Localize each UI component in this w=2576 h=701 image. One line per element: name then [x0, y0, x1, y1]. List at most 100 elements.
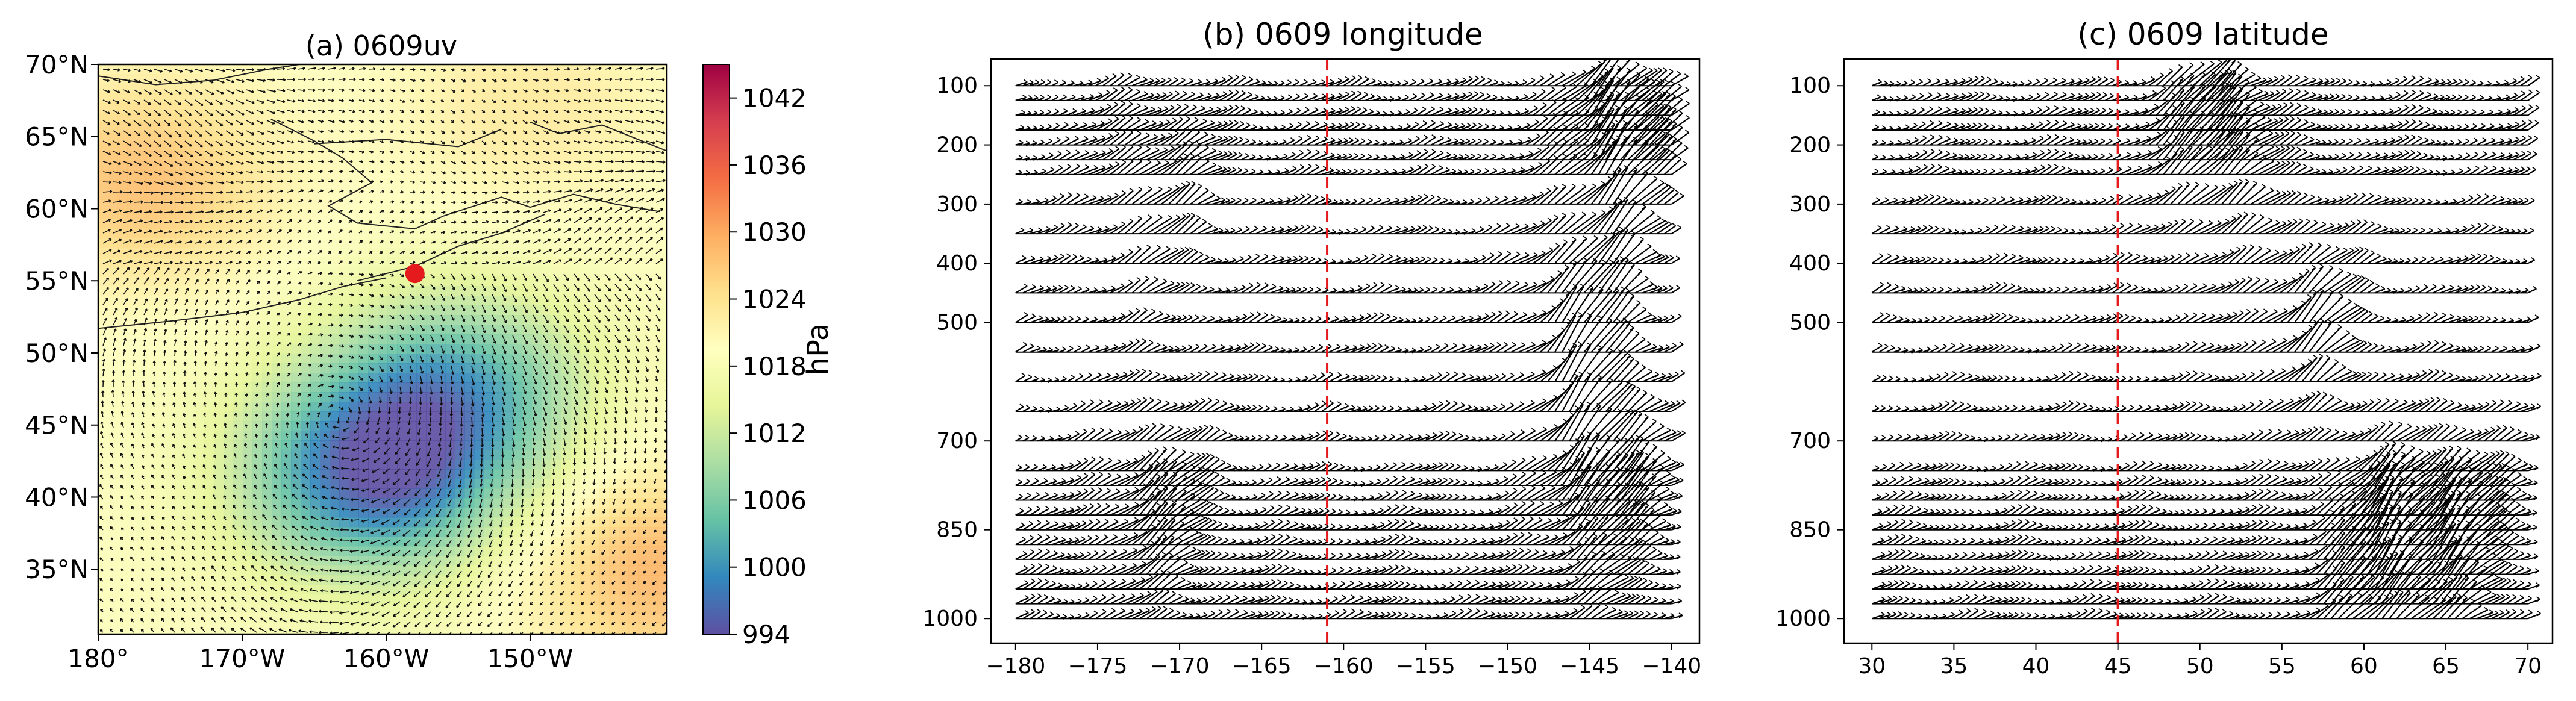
heat-cell: [571, 84, 581, 94]
heat-cell: [464, 402, 475, 412]
heat-cell: [166, 431, 176, 441]
heat-cell: [455, 556, 465, 566]
heat-cell: [397, 623, 407, 634]
heat-cell: [224, 614, 234, 624]
heat-cell: [127, 575, 137, 585]
heat-cell: [98, 565, 108, 576]
heat-cell: [98, 594, 108, 605]
heat-cell: [214, 565, 224, 576]
heat-cell: [98, 103, 108, 113]
heat-cell: [503, 74, 513, 84]
heat-cell: [522, 517, 533, 528]
heat-cell: [156, 228, 166, 238]
heat-cell: [455, 402, 465, 412]
heat-cell: [98, 113, 108, 123]
heat-cell: [358, 354, 369, 364]
heat-cell: [503, 469, 513, 479]
heat-cell: [146, 209, 157, 219]
heat-cell: [98, 190, 108, 200]
heat-cell: [426, 161, 436, 171]
heat-cell: [657, 296, 667, 306]
heat-cell: [117, 180, 128, 190]
heat-cell: [214, 238, 224, 248]
heat-cell: [416, 74, 427, 84]
heat-cell: [204, 594, 214, 605]
heat-cell: [590, 604, 600, 614]
heat-cell: [204, 161, 214, 171]
heat-cell: [426, 344, 436, 354]
heat-cell: [117, 392, 128, 402]
heat-cell: [281, 248, 292, 258]
heat-cell: [619, 421, 629, 431]
heat-cell: [127, 161, 137, 171]
heat-cell: [619, 238, 629, 248]
heat-cell: [320, 498, 330, 508]
heat-cell: [185, 363, 195, 373]
y-tick-label: 50°N: [25, 338, 89, 368]
heat-cell: [243, 276, 253, 287]
heat-cell: [301, 382, 311, 393]
heat-cell: [657, 382, 667, 393]
heat-cell: [561, 315, 571, 325]
heat-cell: [426, 354, 436, 364]
heat-cell: [599, 537, 610, 547]
heat-cell: [551, 267, 561, 277]
heat-cell: [571, 460, 581, 470]
heat-cell: [137, 286, 147, 296]
heat-cell: [185, 180, 195, 190]
y-tick-label: 850: [936, 518, 978, 543]
panel-b: (b) 0609 longitude −180 −175 −170 −165 −160−…: [922, 17, 1701, 679]
heat-cell: [599, 84, 610, 94]
heat-cell: [117, 363, 128, 373]
heat-cell: [195, 488, 205, 499]
heat-cell: [243, 325, 253, 335]
heat-cell: [204, 296, 214, 306]
heat-cell: [185, 517, 195, 528]
heat-cell: [252, 122, 263, 132]
heat-cell: [310, 93, 320, 104]
heat-cell: [195, 180, 205, 190]
heat-cell: [117, 142, 128, 152]
heat-cell: [195, 556, 205, 566]
heat-cell: [522, 248, 533, 258]
heat-cell: [224, 431, 234, 441]
heat-cell: [619, 93, 629, 104]
heat-cell: [243, 190, 253, 200]
heat-cell: [185, 575, 195, 585]
heat-cell: [195, 161, 205, 171]
heat-cell: [137, 527, 147, 537]
heat-cell: [185, 344, 195, 354]
heat-cell: [590, 488, 600, 499]
heat-cell: [503, 450, 513, 460]
heat-cell: [108, 354, 118, 364]
heat-cell: [233, 257, 243, 267]
heat-cell: [349, 527, 359, 537]
heat-cell: [291, 84, 301, 94]
heat-cell: [98, 286, 108, 296]
heat-cell: [281, 84, 292, 94]
heat-cell: [214, 286, 224, 296]
heat-cell: [339, 402, 349, 412]
heat-cell: [117, 479, 128, 489]
heat-cell: [195, 614, 205, 624]
heat-cell: [185, 382, 195, 393]
heat-cell: [378, 132, 388, 142]
y-tick-label: 35°N: [25, 555, 89, 584]
heat-cell: [272, 440, 282, 450]
heat-cell: [252, 325, 263, 335]
heat-cell: [484, 103, 494, 113]
heat-cell: [252, 363, 263, 373]
heat-cell: [368, 537, 378, 547]
heat-cell: [175, 219, 186, 229]
heat-cell: [561, 431, 571, 441]
heat-cell: [301, 325, 311, 335]
heat-cell: [320, 460, 330, 470]
heat-cell: [310, 373, 320, 383]
heat-cell: [204, 460, 214, 470]
heat-cell: [387, 373, 398, 383]
heat-cell: [243, 421, 253, 431]
pressure-level-row: [1871, 263, 2537, 294]
heat-cell: [368, 460, 378, 470]
heat-cell: [416, 344, 427, 354]
heat-cell: [117, 546, 128, 556]
